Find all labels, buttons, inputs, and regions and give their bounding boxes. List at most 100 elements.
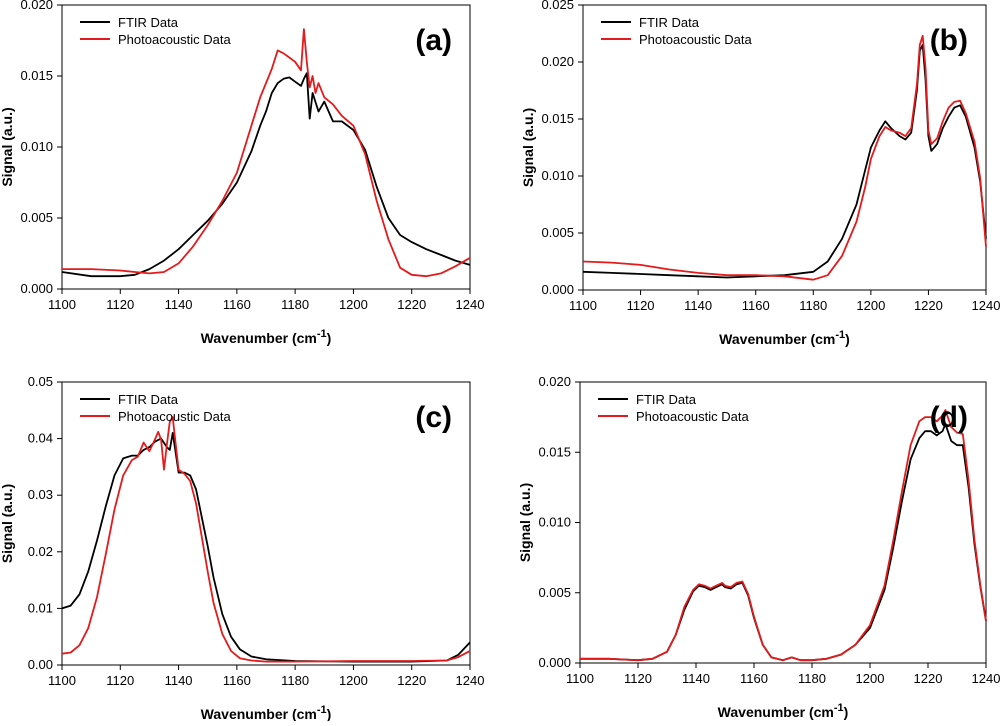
legend-label: Photoacoustic Data (118, 409, 232, 424)
x-tick-label: 1100 (569, 298, 597, 313)
y-axis-title: Signal (a.u.) (0, 484, 15, 563)
x-tick-label: 1220 (914, 671, 943, 686)
plot-frame (61, 381, 471, 666)
legend-label: Photoacoustic Data (636, 409, 750, 424)
x-axis-title-end: ) (327, 706, 332, 721)
chart-panel-a: 1100 1120 1140 1160 1180 1200 1220 1240 0.000 0.0… (0, 0, 484, 346)
y-tick-label: 0.015 (541, 111, 574, 126)
x-tick-label: 1100 (566, 671, 594, 686)
y-tick-label: 0.02 (28, 544, 53, 559)
x-axis-title-end: ) (844, 704, 849, 720)
y-tick-label: 0.020 (541, 54, 574, 69)
y-tick-label: 0.01 (28, 600, 53, 615)
x-tick-label: 1100 (48, 673, 76, 688)
y-tick-label: 0.00 (28, 657, 53, 672)
x-tick-label: 1200 (339, 297, 368, 312)
series-line-ftir (580, 423, 987, 662)
legend-label: Photoacoustic Data (639, 32, 753, 47)
y-axis-title: Signal (a.u.) (517, 483, 533, 562)
panel-label: (d) (930, 401, 968, 434)
series-line-photoacoustic (62, 28, 471, 278)
y-tick-label: 0.005 (20, 210, 53, 225)
y-tick-label: 0.015 (538, 444, 571, 459)
panel-label: (a) (415, 24, 452, 57)
x-tick-label: 1140 (165, 297, 193, 312)
y-tick-label: 0.05 (28, 374, 53, 389)
y-tick-label: 0.020 (538, 374, 571, 389)
y-axis-title: Signal (a.u.) (0, 107, 15, 186)
series-line-ftir (582, 44, 987, 279)
x-axis-title-superscript: -1 (317, 704, 327, 716)
x-tick-label: 1240 (972, 298, 1000, 313)
x-tick-label: 1240 (972, 671, 1000, 686)
y-tick-label: 0.000 (538, 655, 571, 670)
series-line-photoacoustic (580, 409, 987, 662)
x-axis-title-end: ) (845, 331, 850, 347)
x-tick-label: 1220 (914, 298, 943, 313)
plot-frame (579, 381, 987, 664)
x-tick-label: 1160 (740, 671, 768, 686)
x-tick-label: 1160 (742, 298, 770, 313)
y-tick-label: 0.025 (541, 0, 574, 12)
legend-label: Photoacoustic Data (118, 32, 232, 47)
x-tick-label: 1100 (48, 297, 76, 312)
y-tick-label: 0.010 (20, 139, 53, 154)
x-tick-label: 1180 (281, 297, 309, 312)
x-axis-title-main: Wavenumber (cm (201, 706, 317, 721)
x-axis-title: Wavenumber (cm-1) (718, 702, 849, 720)
x-tick-label: 1120 (624, 671, 652, 686)
x-tick-label: 1200 (856, 671, 885, 686)
x-tick-label: 1160 (223, 673, 251, 688)
panel-label: (c) (415, 401, 452, 434)
x-tick-label: 1140 (165, 673, 193, 688)
x-axis-title-superscript: -1 (834, 702, 844, 714)
legend-label: FTIR Data (636, 392, 697, 407)
x-axis-title-end: ) (327, 330, 332, 346)
y-tick-label: 0.015 (20, 68, 53, 83)
y-tick-label: 0.04 (28, 431, 53, 446)
x-axis-title: Wavenumber (cm-1) (719, 329, 850, 347)
y-tick-label: 0.03 (28, 487, 53, 502)
plot-frame (582, 4, 987, 291)
x-tick-label: 1240 (456, 297, 485, 312)
y-tick-label: 0.005 (538, 585, 571, 600)
series-line-photoacoustic (61, 416, 471, 663)
chart-panel-c: 1100 1120 1140 1160 1180 1200 1220 1240 0.00 0.01… (0, 374, 485, 722)
x-tick-label: 1220 (397, 673, 426, 688)
x-tick-label: 1140 (682, 671, 710, 686)
x-tick-label: 1140 (684, 298, 712, 313)
x-tick-label: 1180 (798, 671, 826, 686)
y-tick-label: 0.000 (20, 281, 53, 296)
series-line-photoacoustic (582, 34, 987, 281)
x-tick-label: 1180 (799, 298, 827, 313)
x-tick-label: 1200 (339, 673, 368, 688)
legend-label: FTIR Data (118, 15, 179, 30)
series-line-ftir (61, 72, 471, 278)
y-tick-label: 0.000 (541, 282, 574, 297)
x-tick-label: 1120 (106, 297, 134, 312)
panel-label: (b) (930, 24, 968, 57)
x-axis-title-main: Wavenumber (cm (719, 331, 835, 347)
series-line-ftir (61, 431, 471, 663)
y-tick-label: 0.020 (20, 0, 53, 12)
x-tick-label: 1180 (281, 673, 309, 688)
legend-label: FTIR Data (118, 392, 179, 407)
y-axis-title: Signal (a.u.) (520, 108, 536, 187)
x-axis-title-superscript: -1 (317, 328, 327, 340)
x-tick-label: 1120 (106, 673, 134, 688)
chart-panel-b: 1100 1120 1140 1160 1180 1200 1220 1240 0.000 0.0… (520, 0, 1000, 347)
plot-frame (61, 4, 471, 290)
x-tick-label: 1120 (627, 298, 655, 313)
y-tick-label: 0.010 (538, 515, 571, 530)
x-tick-label: 1240 (456, 673, 485, 688)
x-axis-title-superscript: -1 (835, 329, 845, 341)
legend-label: FTIR Data (639, 15, 700, 30)
x-axis-title: Wavenumber (cm-1) (201, 704, 332, 721)
x-tick-label: 1220 (397, 297, 426, 312)
x-axis-title-main: Wavenumber (cm (718, 704, 834, 720)
x-tick-label: 1200 (856, 298, 885, 313)
chart-panel-d: 1100 1120 1140 1160 1180 1200 1220 1240 0.000 0.0… (517, 374, 1000, 720)
x-axis-title-main: Wavenumber (cm (201, 330, 317, 346)
